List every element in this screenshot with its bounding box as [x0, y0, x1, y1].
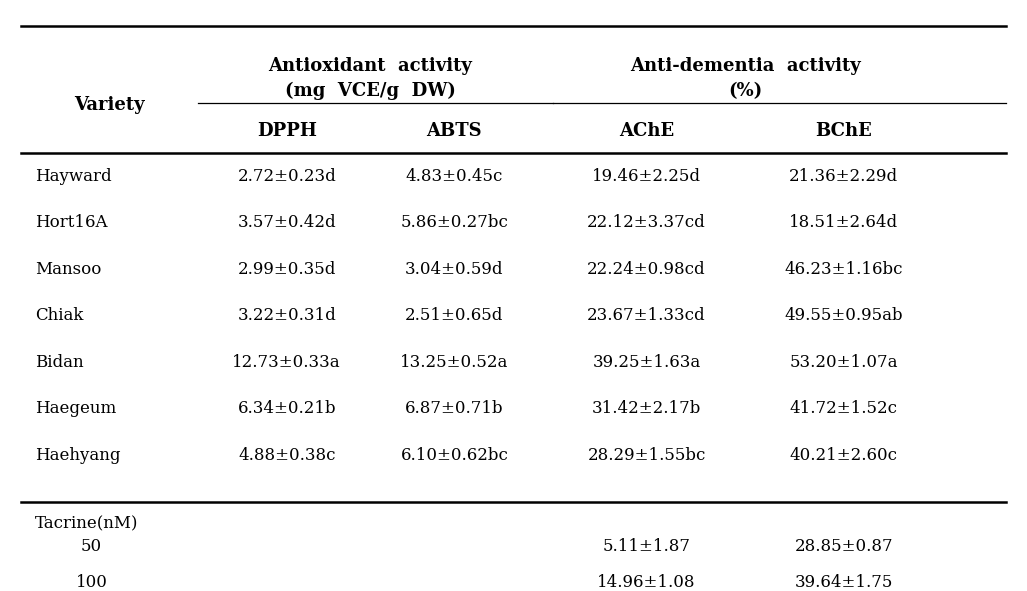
Text: ABTS: ABTS [426, 122, 482, 140]
Text: DPPH: DPPH [257, 122, 316, 140]
Text: Antioxidant  activity
(mg  VCE/g  DW): Antioxidant activity (mg VCE/g DW) [269, 57, 472, 100]
Text: Chiak: Chiak [35, 307, 84, 324]
Text: 22.24±0.98cd: 22.24±0.98cd [587, 261, 706, 278]
Text: Hort16A: Hort16A [35, 215, 108, 232]
Text: 3.22±0.31d: 3.22±0.31d [237, 307, 336, 324]
Text: Hayward: Hayward [35, 168, 112, 185]
Text: Mansoo: Mansoo [35, 261, 102, 278]
Text: 18.51±2.64d: 18.51±2.64d [789, 215, 899, 232]
Text: 3.04±0.59d: 3.04±0.59d [405, 261, 503, 278]
Text: 4.83±0.45c: 4.83±0.45c [406, 168, 503, 185]
Text: 28.29±1.55bc: 28.29±1.55bc [587, 447, 706, 464]
Text: 46.23±1.16bc: 46.23±1.16bc [785, 261, 903, 278]
Text: 2.99±0.35d: 2.99±0.35d [237, 261, 336, 278]
Text: 2.51±0.65d: 2.51±0.65d [406, 307, 503, 324]
Text: 14.96±1.08: 14.96±1.08 [598, 573, 696, 590]
Text: 22.12±3.37cd: 22.12±3.37cd [587, 215, 706, 232]
Text: 21.36±2.29d: 21.36±2.29d [789, 168, 899, 185]
Text: 19.46±2.25d: 19.46±2.25d [593, 168, 701, 185]
Text: 2.72±0.23d: 2.72±0.23d [237, 168, 336, 185]
Text: 6.87±0.71b: 6.87±0.71b [405, 401, 503, 417]
Text: 23.67±1.33cd: 23.67±1.33cd [587, 307, 706, 324]
Text: 6.10±0.62bc: 6.10±0.62bc [401, 447, 508, 464]
Text: 3.57±0.42d: 3.57±0.42d [237, 215, 336, 232]
Text: Anti-dementia  activity
(%): Anti-dementia activity (%) [630, 57, 861, 100]
Text: Haegeum: Haegeum [35, 401, 117, 417]
Text: Bidan: Bidan [35, 354, 84, 371]
Text: 12.73±0.33a: 12.73±0.33a [232, 354, 341, 371]
Text: 13.25±0.52a: 13.25±0.52a [401, 354, 508, 371]
Text: 6.34±0.21b: 6.34±0.21b [237, 401, 336, 417]
Text: AChE: AChE [619, 122, 674, 140]
Text: Tacrine(nM): Tacrine(nM) [35, 515, 139, 532]
Text: 39.64±1.75: 39.64±1.75 [795, 573, 892, 590]
Text: Haehyang: Haehyang [35, 447, 121, 464]
Text: 28.85±0.87: 28.85±0.87 [795, 538, 893, 555]
Text: 41.72±1.52c: 41.72±1.52c [790, 401, 898, 417]
Text: 4.88±0.38c: 4.88±0.38c [238, 447, 336, 464]
Text: BChE: BChE [815, 122, 872, 140]
Text: 100: 100 [76, 573, 108, 590]
Text: Variety: Variety [74, 96, 145, 113]
Text: 39.25±1.63a: 39.25±1.63a [593, 354, 700, 371]
Text: 40.21±2.60c: 40.21±2.60c [790, 447, 898, 464]
Text: 50: 50 [81, 538, 102, 555]
Text: 31.42±2.17b: 31.42±2.17b [592, 401, 701, 417]
Text: 53.20±1.07a: 53.20±1.07a [790, 354, 898, 371]
Text: 49.55±0.95ab: 49.55±0.95ab [785, 307, 903, 324]
Text: 5.86±0.27bc: 5.86±0.27bc [401, 215, 508, 232]
Text: 5.11±1.87: 5.11±1.87 [603, 538, 690, 555]
